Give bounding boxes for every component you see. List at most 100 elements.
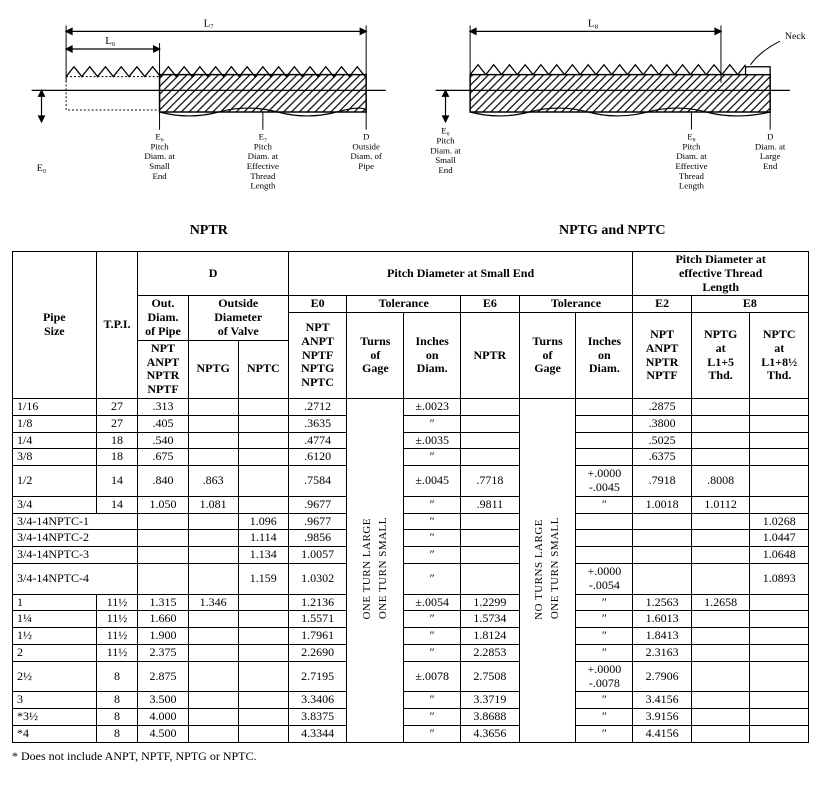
table-cell: 1.134	[238, 547, 288, 564]
table-cell: 1.0302	[288, 563, 347, 594]
table-cell: 4.3344	[288, 725, 347, 742]
svg-text:D: D	[363, 132, 370, 142]
table-cell: .3635	[288, 415, 347, 432]
svg-text:End: End	[763, 161, 778, 171]
table-cell: .6120	[288, 449, 347, 466]
spec-table: PipeSize T.P.I. D Pitch Diameter at Smal…	[12, 251, 809, 743]
table-cell: 1.0648	[750, 547, 809, 564]
svg-text:Neck: Neck	[784, 31, 805, 42]
table-cell	[188, 725, 238, 742]
table-cell: 4.500	[138, 725, 188, 742]
table-cell	[461, 432, 520, 449]
table-cell: 1/2	[13, 466, 97, 497]
table-cell	[138, 547, 188, 564]
table-cell: 1.0268	[750, 513, 809, 530]
svg-text:End: End	[438, 165, 453, 175]
table-cell	[691, 611, 750, 628]
svg-text:Diam. at: Diam. at	[248, 151, 279, 161]
table-cell: 1.5571	[288, 611, 347, 628]
table-cell: 1.2658	[691, 594, 750, 611]
table-cell: +.0000-.0045	[576, 466, 633, 497]
table-cell	[238, 628, 288, 645]
table-cell: ±.0078	[404, 661, 461, 692]
table-cell: 1.050	[138, 496, 188, 513]
hdr-out-diam: Out.Diam.of Pipe	[138, 296, 188, 340]
table-header: PipeSize T.P.I. D Pitch Diameter at Smal…	[13, 252, 809, 399]
table-cell: 1.0018	[633, 496, 692, 513]
nptr-diagram-box: L₇ L₆	[12, 12, 406, 239]
table-body: 1/1627.313.2712ONE TURN LARGE ONE TURN S…	[13, 398, 809, 742]
table-cell: 3.4156	[633, 692, 692, 709]
table-cell	[691, 513, 750, 530]
table-cell: 1.0057	[288, 547, 347, 564]
table-cell: 3/4-14NPTC-1	[13, 513, 138, 530]
table-cell	[691, 530, 750, 547]
no-turns-large-label: NO TURNS LARGE	[533, 519, 546, 620]
table-cell	[238, 496, 288, 513]
table-cell: ±.0035	[404, 432, 461, 449]
hdr-E0-sub: NPTANPTNPTFNPTGNPTC	[288, 313, 347, 399]
table-cell	[576, 415, 633, 432]
svg-text:Diam. of: Diam. of	[350, 151, 381, 161]
hdr-E8a: NPTGatL1+5Thd.	[691, 313, 750, 399]
table-cell	[750, 415, 809, 432]
table-cell	[750, 692, 809, 709]
table-cell	[691, 709, 750, 726]
hdr-pipe: PipeSize	[13, 252, 97, 399]
one-turn-small-label: ONE TURN SMALL	[377, 517, 390, 619]
table-cell: 11½	[96, 594, 138, 611]
table-cell	[188, 709, 238, 726]
table-cell	[188, 398, 238, 415]
table-cell	[238, 466, 288, 497]
table-cell: .9677	[288, 513, 347, 530]
table-cell	[691, 692, 750, 709]
hdr-E2: E2	[633, 296, 692, 313]
table-row: 1½11½1.9001.7961″1.8124″1.8413	[13, 628, 809, 645]
svg-text:Small: Small	[435, 155, 456, 165]
table-cell: .840	[138, 466, 188, 497]
svg-text:Pitch: Pitch	[150, 141, 169, 151]
svg-text:L₈: L₈	[587, 17, 598, 29]
svg-text:Thread: Thread	[678, 171, 704, 181]
table-cell: 18	[96, 449, 138, 466]
table-cell	[238, 644, 288, 661]
svg-text:End: End	[152, 171, 167, 181]
svg-text:Pitch: Pitch	[682, 141, 701, 151]
table-cell: ″	[404, 530, 461, 547]
table-cell: 2.375	[138, 644, 188, 661]
table-cell: ″	[404, 449, 461, 466]
table-cell: 3	[13, 692, 97, 709]
table-cell: .540	[138, 432, 188, 449]
table-cell: 27	[96, 415, 138, 432]
hdr-E8b: NPTCatL1+8½Thd.	[750, 313, 809, 399]
svg-text:Diam. at: Diam. at	[144, 151, 175, 161]
table-cell: ″	[404, 415, 461, 432]
table-cell: +.0000-.0054	[576, 563, 633, 594]
table-cell	[238, 432, 288, 449]
table-cell: 8	[96, 661, 138, 692]
table-cell	[750, 709, 809, 726]
table-cell: 1.0112	[691, 496, 750, 513]
table-cell: 3.8375	[288, 709, 347, 726]
table-cell: 4.4156	[633, 725, 692, 742]
table-cell: 2.875	[138, 661, 188, 692]
table-cell: 8	[96, 709, 138, 726]
table-cell	[188, 628, 238, 645]
hdr-tpi: T.P.I.	[96, 252, 138, 399]
table-cell	[461, 513, 520, 530]
table-cell	[238, 661, 288, 692]
table-cell: .7718	[461, 466, 520, 497]
table-cell: .675	[138, 449, 188, 466]
svg-text:Large: Large	[759, 151, 780, 161]
table-row: 3/4-14NPTC-11.096.9677″1.0268	[13, 513, 809, 530]
table-cell	[461, 398, 520, 415]
table-cell	[633, 563, 692, 594]
table-cell: 1½	[13, 628, 97, 645]
table-cell: 1	[13, 594, 97, 611]
table-cell	[188, 513, 238, 530]
table-cell: 3/4-14NPTC-4	[13, 563, 138, 594]
table-cell: .4774	[288, 432, 347, 449]
table-cell	[576, 547, 633, 564]
table-cell	[188, 432, 238, 449]
table-cell: 18	[96, 432, 138, 449]
